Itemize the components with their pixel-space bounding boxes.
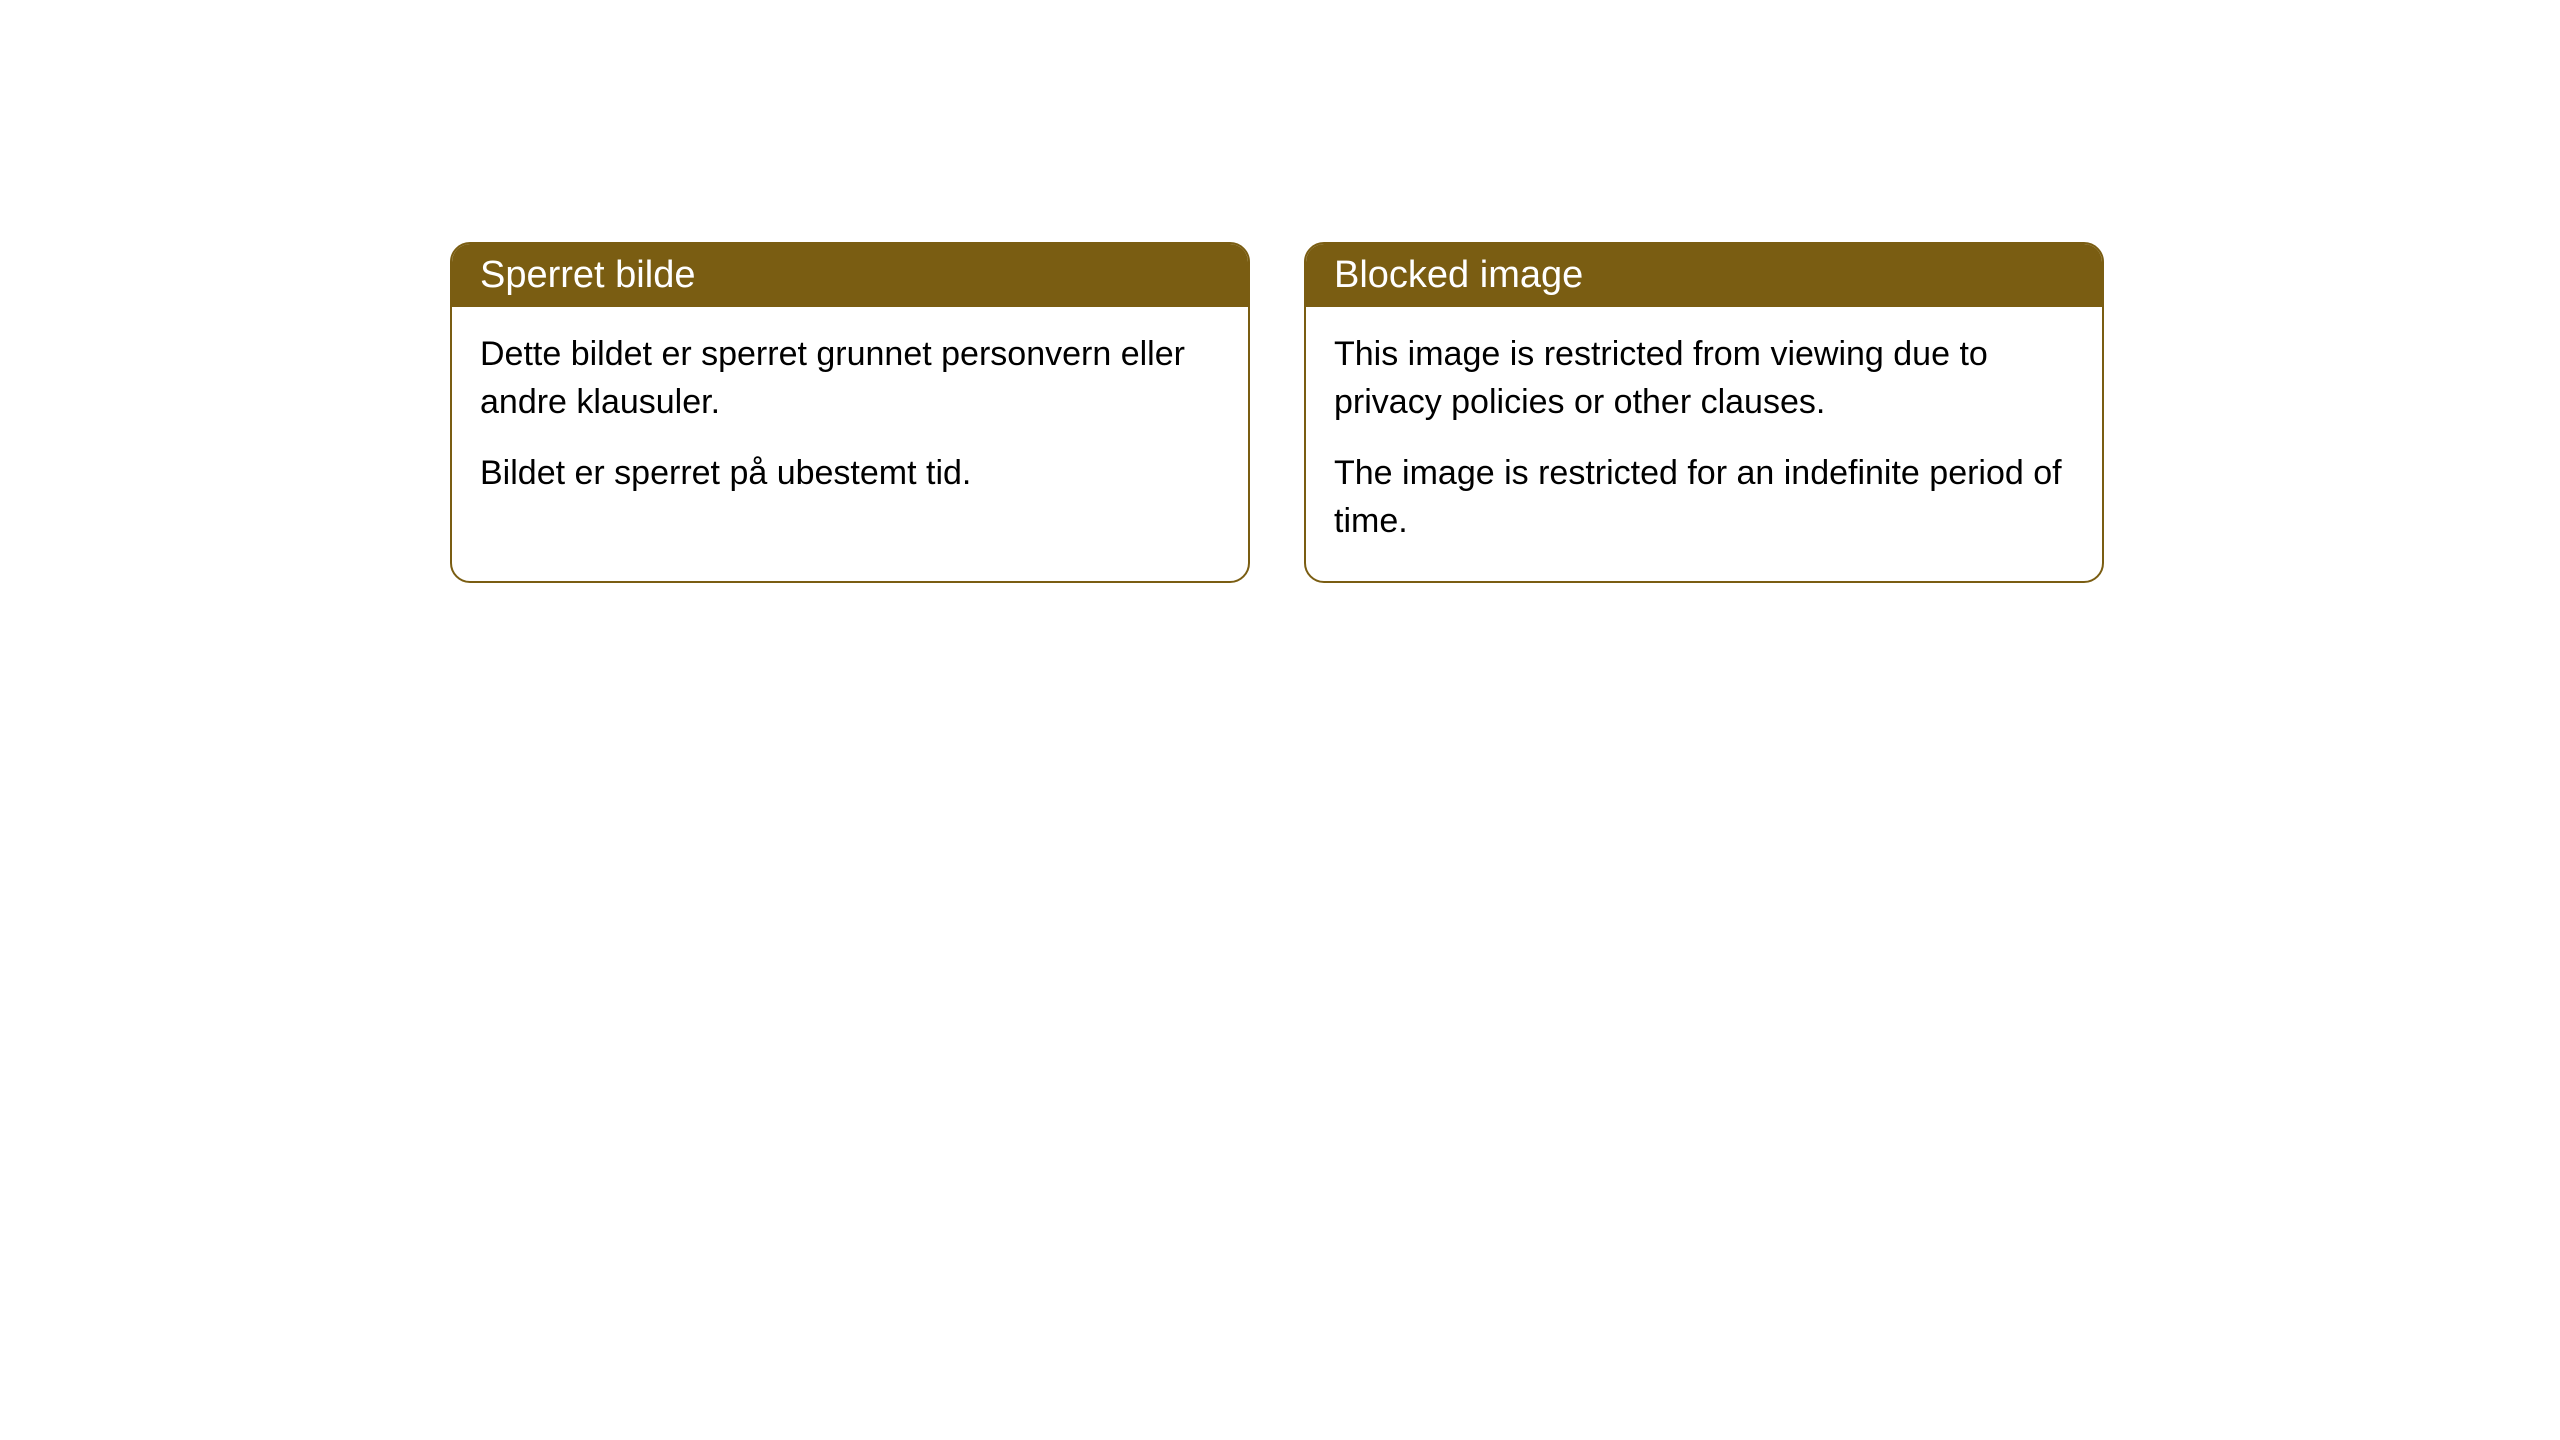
card-title-norwegian: Sperret bilde	[480, 254, 695, 296]
card-paragraph-1-norwegian: Dette bildet er sperret grunnet personve…	[480, 331, 1220, 426]
card-body-english: This image is restricted from viewing du…	[1306, 307, 2102, 581]
card-title-english: Blocked image	[1334, 254, 1583, 296]
card-paragraph-2-english: The image is restricted for an indefinit…	[1334, 450, 2074, 545]
card-paragraph-2-norwegian: Bildet er sperret på ubestemt tid.	[480, 450, 1220, 498]
card-body-norwegian: Dette bildet er sperret grunnet personve…	[452, 307, 1248, 534]
cards-container: Sperret bilde Dette bildet er sperret gr…	[450, 242, 2104, 583]
blocked-image-card-norwegian: Sperret bilde Dette bildet er sperret gr…	[450, 242, 1250, 583]
card-paragraph-1-english: This image is restricted from viewing du…	[1334, 331, 2074, 426]
card-header-norwegian: Sperret bilde	[452, 244, 1248, 307]
blocked-image-card-english: Blocked image This image is restricted f…	[1304, 242, 2104, 583]
card-header-english: Blocked image	[1306, 244, 2102, 307]
